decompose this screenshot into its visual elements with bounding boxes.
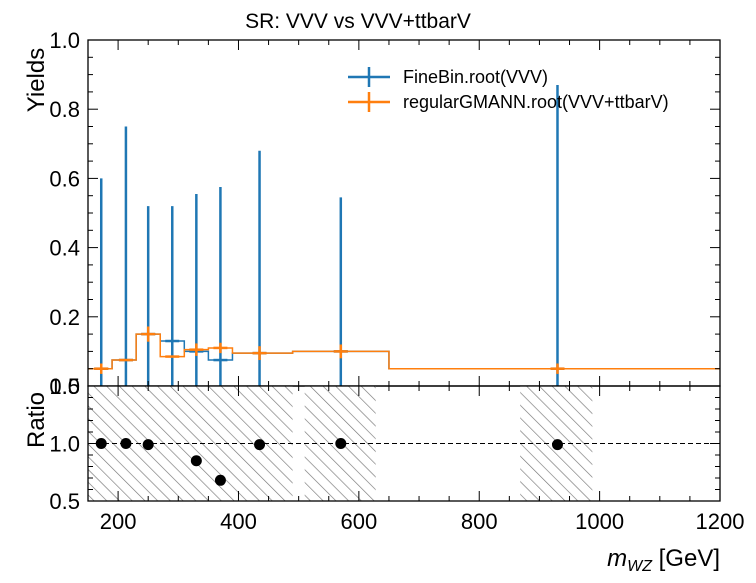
x-tick-label: 800 (461, 509, 498, 534)
error-bar-1-6 (252, 346, 267, 361)
x-tick-label: 600 (340, 509, 377, 534)
ratio-y-tick-label: 1.0 (49, 432, 80, 457)
ratio-point-2 (142, 439, 154, 451)
error-bar-0-3 (165, 206, 180, 386)
x-tick-label: 1200 (696, 509, 745, 534)
error-bar-0-0 (94, 178, 109, 386)
ratio-y-axis-label: Ratio (23, 392, 50, 448)
error-bar-0-5 (213, 187, 228, 386)
error-bar-0-4 (189, 193, 204, 386)
y-tick-label: 0.8 (49, 97, 80, 122)
chart-title: SR: VVV vs VVV+ttbarV (245, 10, 471, 33)
legend-entry-1: regularGMANN.root(VVV+ttbarV) (348, 92, 669, 112)
legend-entry-0: FineBin.root(VVV) (348, 67, 548, 87)
ratio-point-0 (95, 438, 107, 449)
histogram-step-0 (88, 333, 720, 370)
ratio-point-7 (551, 439, 563, 451)
x-axis-label: mWZ [GeV] (607, 545, 720, 575)
y-tick-label: 0.6 (49, 166, 80, 191)
x-tick-label: 1000 (575, 509, 624, 534)
error-bar-1-0 (94, 363, 109, 374)
ratio-y-tick-label: 1.5 (49, 374, 80, 399)
ratio-panel: 200 400 600 800 1000 1200 0.5 1.0 1.5 (49, 374, 744, 534)
x-tick-label: 200 (100, 509, 137, 534)
y-axis-label: Yields (23, 48, 50, 112)
histogram-step-1 (88, 333, 720, 370)
ratio-y-tick-label: 0.5 (49, 489, 80, 514)
error-bar-1-4 (189, 343, 204, 356)
ratio-point-5 (254, 439, 266, 451)
error-bar-1-5 (213, 342, 228, 354)
y-tick-label: 0.2 (49, 305, 80, 330)
error-bar-0-8 (550, 84, 565, 386)
x-tick-label: 400 (220, 509, 257, 534)
error-bar-0-1 (118, 126, 133, 386)
main-panel: 0.0 0.2 0.4 0.6 0.8 1.0 (49, 28, 721, 399)
error-bar-1-7 (333, 344, 348, 359)
error-bar-1-8 (550, 363, 565, 374)
y-tick-label: 1.0 (49, 28, 80, 53)
ratio-point-4 (214, 474, 226, 486)
y-tick-label: 0.0 (49, 374, 80, 399)
ratio-point-3 (190, 455, 202, 467)
error-bar-0-2 (141, 206, 156, 386)
ratio-point-1 (120, 438, 132, 449)
y-tick-label: 0.4 (49, 236, 80, 261)
legend-label: regularGMANN.root(VVV+ttbarV) (403, 92, 669, 112)
legend: FineBin.root(VVV) regularGMANN.root(VVV+t… (348, 67, 669, 112)
error-bar-1-2 (141, 326, 156, 342)
ratio-point-6 (335, 438, 347, 449)
legend-label: FineBin.root(VVV) (403, 67, 548, 87)
